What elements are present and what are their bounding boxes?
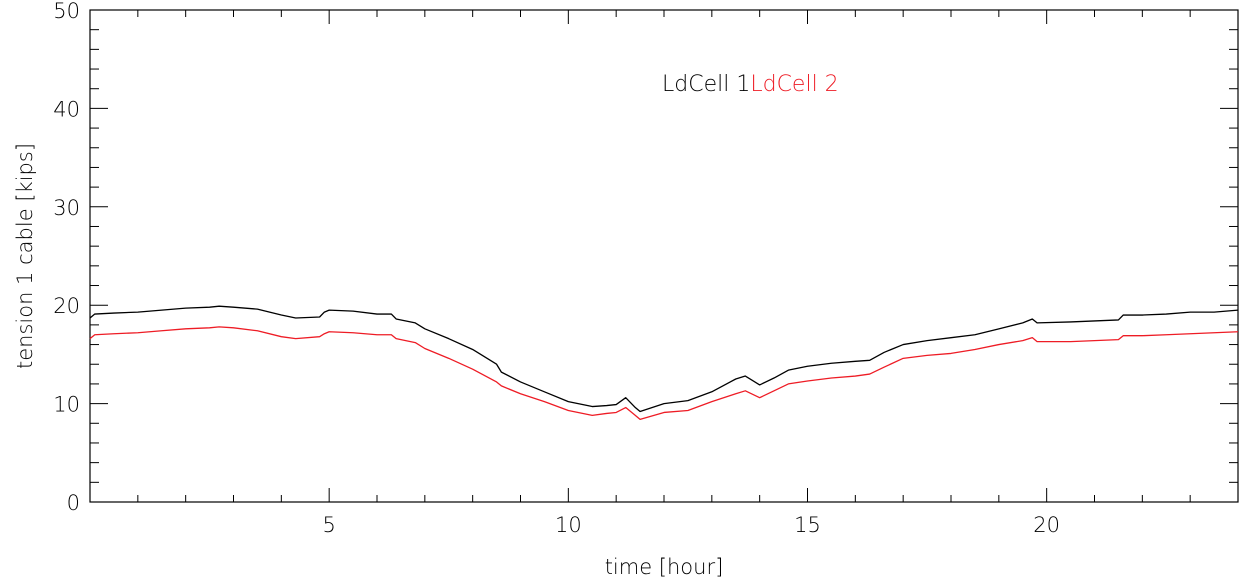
- series-group: [89, 305, 1239, 420]
- x-tick-label: 15: [794, 513, 821, 537]
- legend-entry-1: LdCell 1: [662, 72, 750, 97]
- x-tick-label: 20: [1033, 513, 1060, 537]
- axis-ticks: [89, 9, 1239, 503]
- tick-labels: 5 10 15 20 0 10 20 30 40 50: [53, 0, 1060, 537]
- legend-entry-2: LdCell 2: [750, 72, 838, 97]
- y-tick-label: 50: [53, 0, 80, 23]
- legend: LdCell 1LdCell 2: [662, 72, 839, 97]
- series-line-2: [89, 326, 1239, 420]
- y-tick-label: 40: [53, 97, 80, 121]
- x-axis-title: time [hour]: [605, 555, 724, 579]
- series-line-1: [89, 305, 1239, 413]
- y-tick-label: 30: [53, 196, 80, 220]
- y-tick-label: 0: [67, 491, 80, 515]
- x-tick-label: 10: [555, 513, 582, 537]
- y-axis-title: tension 1 cable [kips]: [13, 143, 37, 369]
- y-tick-label: 10: [53, 393, 80, 417]
- x-tick-label: 5: [322, 513, 335, 537]
- y-tick-label: 20: [53, 294, 80, 318]
